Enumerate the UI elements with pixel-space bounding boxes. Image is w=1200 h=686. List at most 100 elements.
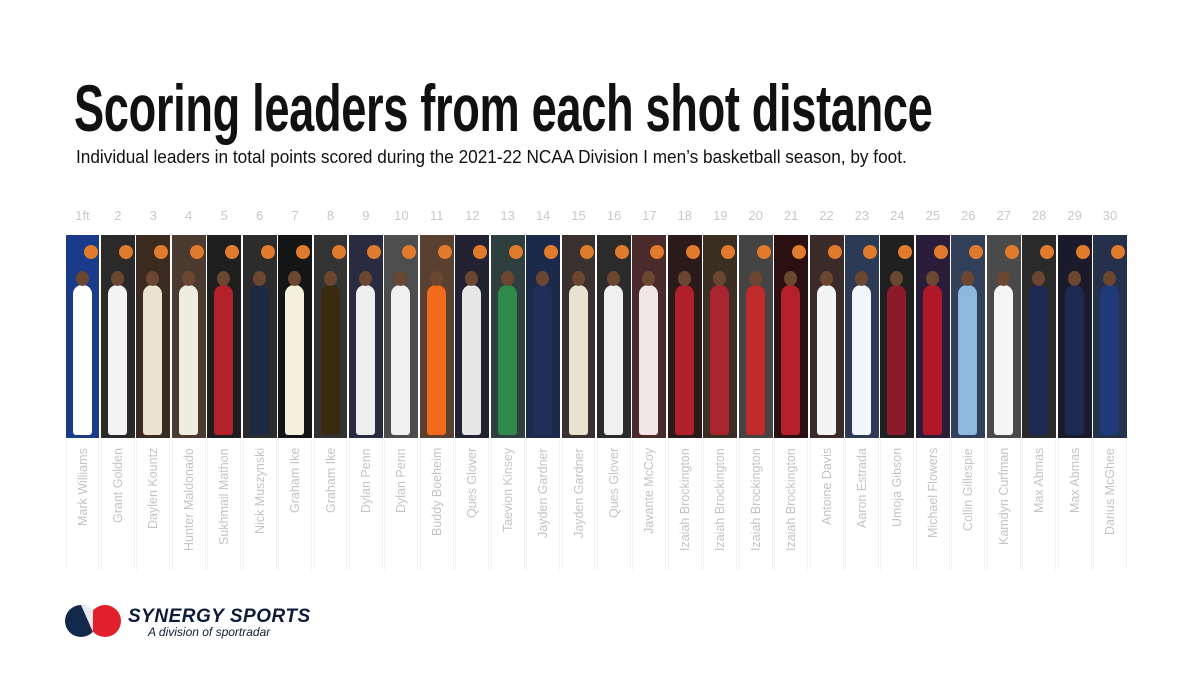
- player-figure: [745, 285, 765, 435]
- player-figure: [320, 285, 340, 435]
- column: 21 Izaiah Brockington: [774, 208, 809, 570]
- name-cell: Max Abmas: [1057, 440, 1092, 570]
- player-photo: [951, 235, 986, 438]
- player-photo: [1093, 235, 1127, 438]
- player-name: Graham Ike: [288, 448, 303, 514]
- column: 6 Nick Muszynski: [242, 208, 277, 570]
- player-head: [465, 271, 479, 286]
- player-name: Taevion Kinsey: [500, 448, 515, 533]
- column: 4 Hunter Maldonado: [171, 208, 206, 570]
- player-head: [996, 271, 1010, 286]
- basketball: [685, 245, 700, 259]
- name-cell: Dylan Penn: [348, 440, 383, 570]
- basketball: [118, 245, 133, 259]
- player-name: Ques Glover: [465, 448, 480, 519]
- column: 2 Grant Golden: [100, 208, 135, 570]
- distance-label: 10: [394, 208, 409, 223]
- player-figure: [462, 285, 482, 435]
- name-cell: Sukhmail Mathon: [207, 440, 242, 570]
- column: 7 Graham Ike: [278, 208, 313, 570]
- basketball: [756, 245, 771, 259]
- distance-label: 11: [430, 208, 444, 223]
- player-head: [75, 271, 89, 286]
- player-head: [819, 271, 833, 286]
- basketball: [402, 245, 417, 259]
- name-cell: Michael Flowers: [915, 440, 950, 570]
- player-photo: [526, 235, 561, 438]
- distance-label: 20: [748, 208, 763, 223]
- player-figure: [710, 285, 730, 435]
- player-head: [323, 271, 337, 286]
- player-head: [677, 271, 691, 286]
- player-figure: [355, 285, 375, 435]
- distance-label: 12: [464, 208, 480, 223]
- logo-icon: [65, 604, 121, 638]
- player-figure: [993, 285, 1013, 435]
- player-name: Buddy Boeheim: [429, 448, 444, 537]
- player-head: [1067, 271, 1081, 286]
- column: 29 Max Abmas: [1057, 208, 1092, 570]
- distance-label: 2: [114, 208, 122, 223]
- name-cell: Kamdyn Curfman: [986, 440, 1021, 570]
- player-head: [358, 271, 372, 286]
- player-photo: [703, 235, 738, 438]
- player-name: Dylan Penn: [394, 448, 409, 513]
- player-head: [1103, 271, 1117, 286]
- name-cell: Jayden Gardner: [561, 440, 596, 570]
- distance-label: 6: [256, 208, 264, 223]
- basketball: [189, 245, 204, 259]
- player-head: [110, 271, 124, 286]
- column: 15 Jayden Gardner: [561, 208, 596, 570]
- player-name: Kamdyn Curfman: [996, 448, 1011, 546]
- column: 26 Collin Gillespie: [951, 208, 986, 570]
- distance-label: 1ft: [75, 208, 90, 223]
- player-photo: [738, 235, 773, 438]
- player-photo: [1057, 235, 1092, 438]
- player-photo: [278, 235, 313, 438]
- name-cell: Javante McCoy: [632, 440, 667, 570]
- player-head: [961, 271, 975, 286]
- player-photo: [65, 235, 100, 438]
- distance-label: 15: [571, 208, 586, 223]
- distance-label: 4: [185, 208, 193, 223]
- player-figure: [214, 285, 234, 435]
- basketball: [225, 245, 240, 259]
- column: 23 Aaron Estrada: [845, 208, 879, 570]
- player-name: Umoja Gibson: [890, 448, 905, 528]
- player-photo: [1022, 235, 1057, 438]
- basketball: [933, 245, 948, 259]
- player-photo: [171, 235, 206, 438]
- basketball: [83, 245, 98, 259]
- player-name: Javante McCoy: [642, 448, 657, 535]
- basketball: [969, 245, 984, 259]
- player-photo: [419, 235, 454, 438]
- player-photo: [455, 235, 490, 438]
- column: 16 Ques Glover: [597, 208, 631, 570]
- basketball: [898, 245, 913, 259]
- player-name: Izaiah Brockington: [677, 448, 692, 551]
- player-photo: [313, 235, 348, 438]
- player-head: [252, 271, 266, 286]
- column: 27 Kamdyn Curfman: [986, 208, 1021, 570]
- player-name: Daylen Kountz: [146, 448, 161, 530]
- player-photo: [915, 235, 950, 438]
- player-head: [890, 271, 904, 286]
- column: 1ft Mark Williams: [65, 208, 100, 570]
- name-cell: Collin Gillespie: [951, 440, 986, 570]
- player-name: Izaiah Brockington: [713, 448, 728, 551]
- player-figure: [674, 285, 694, 435]
- column: 11 Buddy Boeheim: [419, 208, 454, 570]
- player-name: Nick Muszynski: [252, 448, 267, 535]
- player-figure: [497, 285, 517, 435]
- player-name: Collin Gillespie: [961, 448, 976, 531]
- basketball: [1075, 245, 1090, 259]
- column: 17 Javante McCoy: [632, 208, 667, 570]
- column: 28 Max Abmas: [1022, 208, 1057, 570]
- basketball: [260, 245, 275, 259]
- subtitle: Individual leaders in total points score…: [76, 146, 907, 167]
- player-figure: [922, 285, 942, 435]
- columns: 1ft Mark Williams 2 Grant Golden 3 Daylen Kou…: [65, 208, 1128, 570]
- name-cell: Ques Glover: [455, 440, 490, 570]
- distance-label: 16: [606, 208, 622, 223]
- player-figure: [249, 285, 269, 435]
